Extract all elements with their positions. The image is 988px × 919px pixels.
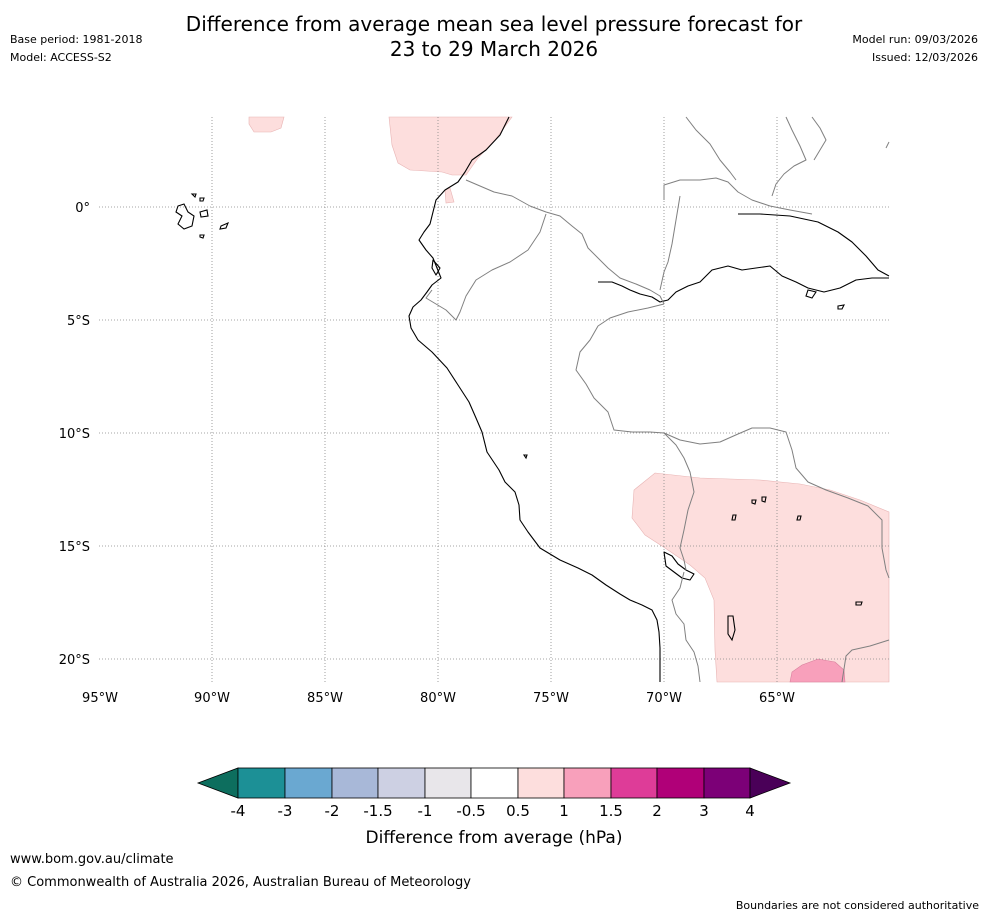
lake-east	[855, 601, 863, 606]
lat-label-15s: 15°S	[59, 540, 90, 555]
gridlines	[99, 117, 889, 682]
lon-label-85w: 85°W	[307, 691, 343, 706]
galapagos-islet	[199, 197, 205, 202]
galapagos-santa-cruz	[199, 209, 209, 218]
lon-label-90w: 90°W	[194, 691, 230, 706]
issued-date: Issued: 12/03/2026	[871, 51, 978, 64]
colorbar-segment-6	[470, 767, 519, 799]
galapagos-isabela	[175, 203, 195, 230]
border-colombia-venezuela	[663, 177, 813, 215]
lat-label-0: 0°	[75, 201, 90, 216]
coastline-west	[408, 116, 661, 682]
lat-label-20s: 20°S	[59, 653, 90, 668]
title-line-2: 23 to 29 March 2026	[389, 37, 599, 61]
border-french-guiana	[885, 141, 890, 149]
anomaly-region-southeast	[631, 472, 890, 683]
colorbar-segment-10	[656, 767, 705, 799]
galapagos-north	[190, 193, 197, 199]
colorbar-tick: 3	[699, 802, 709, 820]
border-guyana-suriname	[811, 116, 827, 161]
galapagos-san-cristobal	[219, 221, 230, 230]
website-link[interactable]: www.bom.gov.au/climate	[10, 852, 174, 867]
colorbar-tick: 4	[745, 802, 755, 820]
lon-label-70w: 70°W	[646, 691, 682, 706]
amazon-islet-1	[805, 289, 817, 299]
border-colombia-brazil	[659, 195, 681, 291]
title-line-1: Difference from average mean sea level p…	[185, 12, 803, 36]
colorbar-tick: -2	[325, 802, 340, 820]
coastline-northeast-upper	[738, 213, 890, 277]
lake-poopo	[727, 615, 736, 642]
colorbar-tick: 2	[652, 802, 662, 820]
base-period: Base period: 1981-2018	[10, 33, 143, 46]
anomaly-region-southeast-pink	[789, 658, 846, 683]
lake-bolivia-3	[731, 514, 737, 521]
lon-label-80w: 80°W	[420, 691, 456, 706]
border-peru-bolivia-chile	[671, 571, 701, 683]
colorbar-tick: -3	[278, 802, 293, 820]
colorbar-segment-11	[703, 767, 751, 799]
colorbar-title: Difference from average (hPa)	[366, 828, 623, 848]
anomaly-region-north-colombia	[388, 116, 513, 176]
model-name: Model: ACCESS-S2	[10, 51, 112, 64]
coastline-northeast-river	[598, 265, 889, 303]
colorbar-tick: 1	[559, 802, 569, 820]
anomaly-region-north-small	[248, 116, 285, 133]
colorbar-tick: 1.5	[599, 802, 623, 820]
coastline-lake-titicaca	[663, 551, 695, 581]
lake-bolivia-4	[796, 515, 802, 521]
amazon-islet-2	[837, 304, 845, 310]
lat-label-5s: 5°S	[67, 314, 90, 329]
longitude-labels: 95°W 90°W 85°W 80°W 75°W 70°W 65°W	[82, 691, 795, 706]
anomaly-region-north-tip	[444, 187, 455, 204]
colorbar-tick: -1.5	[363, 802, 392, 820]
colorbar-tick: -1	[418, 802, 433, 820]
colorbar	[196, 767, 792, 799]
colorbar-tick-labels: -4 -3 -2 -1.5 -1 -0.5 0.5 1 1.5 2 3 4	[231, 802, 755, 820]
colorbar-segment-8	[563, 767, 612, 799]
lat-label-10s: 10°S	[59, 427, 90, 442]
border-paraguay	[841, 639, 890, 683]
border-guyana	[771, 116, 807, 197]
latitude-labels: 0° 5°S 10°S 15°S 20°S	[59, 201, 90, 668]
copyright-text: © Commonwealth of Australia 2026, Austra…	[10, 875, 471, 890]
colorbar-segment-4	[377, 767, 426, 799]
border-bolivia-brazil	[663, 427, 890, 579]
galapagos-small	[199, 234, 205, 239]
colorbar-segment-3	[331, 767, 379, 799]
colorbar-segment-2	[284, 767, 333, 799]
border-venezuela-north	[685, 116, 737, 181]
lon-label-95w: 95°W	[82, 691, 118, 706]
lon-label-65w: 65°W	[759, 691, 795, 706]
coastline	[408, 116, 890, 682]
colorbar-extend-high	[749, 767, 792, 799]
colorbar-extend-low	[196, 767, 239, 799]
colorbar-segment-5	[424, 767, 472, 799]
lake-bolivia-2	[761, 496, 767, 503]
lon-label-75w: 75°W	[533, 691, 569, 706]
colorbar-tick: -4	[231, 802, 246, 820]
meta-right: Model run: 09/03/2026 Issued: 12/03/2026	[852, 31, 978, 67]
colorbar-segment-7	[517, 767, 565, 799]
map-panel	[99, 116, 890, 683]
coastline-gulf-guayaquil	[431, 259, 441, 276]
colorbar-segment-9	[610, 767, 658, 799]
lake-bolivia-1	[751, 499, 757, 505]
colorbar-segment-1	[237, 767, 286, 799]
border-ecuador-peru	[425, 213, 547, 321]
island-peru-offshore	[522, 454, 528, 460]
border-colombia-ecuador-peru	[465, 179, 665, 305]
meta-left: Base period: 1981-2018 Model: ACCESS-S2	[10, 31, 142, 67]
colorbar-tick: 0.5	[506, 802, 530, 820]
colorbar-tick: -0.5	[456, 802, 485, 820]
boundary-disclaimer: Boundaries are not considered authoritat…	[735, 899, 979, 912]
islands	[175, 193, 863, 642]
national-borders	[425, 116, 890, 683]
border-peru-brazil	[575, 303, 695, 571]
anomaly-shading	[248, 116, 890, 683]
chart-title: Difference from average mean sea level p…	[0, 12, 988, 62]
model-run: Model run: 09/03/2026	[852, 33, 978, 46]
